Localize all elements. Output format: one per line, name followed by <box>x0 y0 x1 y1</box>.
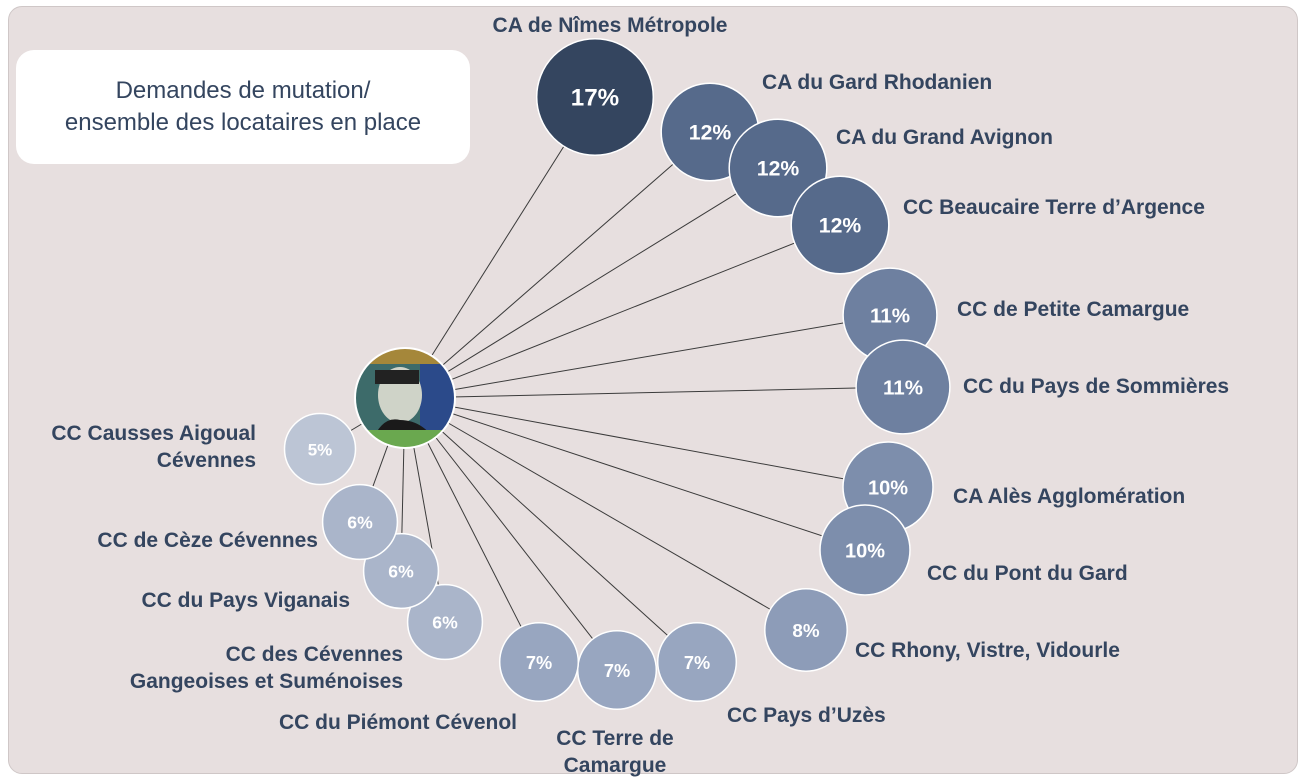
value-label: 6% <box>347 513 373 533</box>
infographic: 17% 12% 12% 12% 11% 11% 10% 10% 8% 7% 7% 7% 6% 6% 6% 5%… <box>0 0 1306 780</box>
category-label: CA de Nîmes Métropole <box>410 12 810 39</box>
value-label: 17% <box>571 84 619 111</box>
connector <box>405 387 903 398</box>
center-image <box>355 348 455 448</box>
category-label: CC de Cèze Cévennes <box>97 527 318 554</box>
connector <box>405 398 865 550</box>
category-label: CC du Pont du Gard <box>927 560 1128 587</box>
category-label: CC du Piémont Cévenol <box>279 709 517 736</box>
value-label: 11% <box>883 376 923 399</box>
value-label: 10% <box>845 540 885 562</box>
category-label: CC Beaucaire Terre d’Argence <box>903 194 1205 221</box>
category-label: CC Rhony, Vistre, Vidourle <box>855 637 1120 664</box>
value-label: 7% <box>604 661 630 681</box>
value-label: 12% <box>689 122 732 145</box>
connector <box>405 398 888 487</box>
category-label: CA du Gard Rhodanien <box>762 69 992 96</box>
category-label: CC du Pays de Sommières <box>963 373 1229 400</box>
connector <box>405 225 840 398</box>
category-label: CC des Cévennes Gangeoises et Suménoises <box>130 641 403 695</box>
category-label: CC de Petite Camargue <box>957 296 1189 323</box>
connector <box>405 132 710 398</box>
category-label: CC du Pays Viganais <box>141 587 350 614</box>
value-label: 8% <box>792 620 819 641</box>
connector <box>405 168 778 398</box>
category-label: CA du Grand Avignon <box>836 124 1053 151</box>
value-label: 6% <box>432 613 458 633</box>
value-label: 7% <box>684 653 710 673</box>
value-label: 10% <box>868 477 908 499</box>
category-label: CA Alès Agglomération <box>953 483 1185 510</box>
value-label: 12% <box>757 158 800 181</box>
value-label: 6% <box>388 562 414 582</box>
value-label: 11% <box>870 304 910 327</box>
category-label: CC Causses Aigoual Cévennes <box>51 420 256 474</box>
value-label: 5% <box>308 440 333 459</box>
value-label: 12% <box>819 215 862 238</box>
value-label: 7% <box>526 653 552 673</box>
connector <box>405 315 890 398</box>
chart-title: Demandes de mutation/ ensemble des locat… <box>16 50 470 164</box>
